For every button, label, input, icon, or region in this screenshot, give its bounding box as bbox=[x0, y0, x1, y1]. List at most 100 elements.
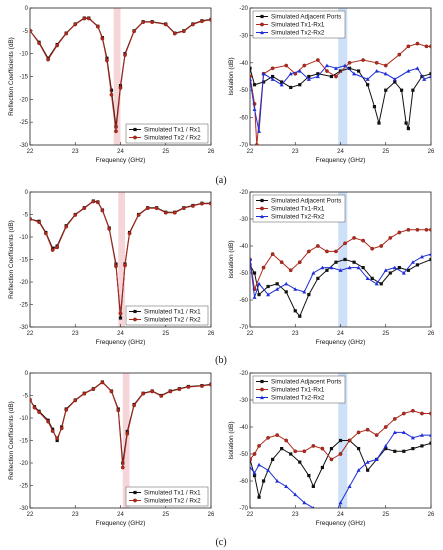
data-point bbox=[55, 43, 60, 48]
data-point bbox=[275, 433, 279, 437]
data-point bbox=[82, 391, 87, 396]
data-point bbox=[320, 265, 325, 270]
data-point bbox=[404, 121, 408, 125]
highlight-band bbox=[338, 8, 348, 145]
legend-marker bbox=[260, 379, 264, 384]
data-point bbox=[406, 126, 410, 131]
series-line bbox=[30, 381, 211, 468]
data-point bbox=[209, 18, 211, 22]
x-tick-label: 26 bbox=[208, 512, 215, 518]
data-point bbox=[365, 276, 370, 280]
data-point bbox=[50, 248, 55, 252]
data-point bbox=[316, 58, 320, 62]
legend-marker bbox=[133, 135, 137, 140]
data-point bbox=[415, 41, 420, 46]
data-point bbox=[429, 44, 431, 49]
data-point bbox=[150, 389, 155, 394]
data-point bbox=[200, 384, 204, 388]
data-point bbox=[114, 264, 118, 269]
data-point bbox=[329, 265, 334, 270]
data-point bbox=[289, 85, 293, 90]
y-tick-label: -70 bbox=[239, 143, 248, 149]
y-tick-label: -30 bbox=[19, 143, 28, 149]
data-point bbox=[186, 385, 191, 389]
y-tick-label: -30 bbox=[19, 325, 28, 331]
data-point bbox=[250, 66, 252, 70]
data-point bbox=[383, 443, 388, 448]
data-point bbox=[37, 410, 41, 414]
data-point bbox=[55, 245, 60, 250]
x-tick-label: 26 bbox=[428, 331, 435, 337]
data-point bbox=[406, 227, 411, 232]
data-point bbox=[365, 460, 370, 464]
data-point bbox=[370, 246, 375, 251]
series-1 bbox=[250, 408, 431, 462]
y-tick-label: -40 bbox=[239, 425, 248, 431]
data-point bbox=[270, 66, 275, 71]
y-tick-label: -5 bbox=[23, 213, 29, 219]
data-point bbox=[288, 268, 293, 273]
data-point bbox=[91, 199, 96, 204]
y-tick-label: -10 bbox=[19, 235, 28, 241]
data-point bbox=[118, 311, 123, 316]
legend-marker bbox=[260, 198, 264, 203]
data-point bbox=[401, 430, 406, 434]
y-tick-label: -15 bbox=[19, 439, 28, 445]
series-1 bbox=[30, 16, 211, 134]
y-axis-label: Isolation (dB) bbox=[228, 57, 235, 95]
legend-box bbox=[252, 10, 346, 39]
y-tick-label: -20 bbox=[19, 97, 28, 103]
data-point bbox=[50, 429, 55, 433]
data-point bbox=[392, 265, 397, 270]
legend-marker bbox=[260, 206, 264, 211]
series-line bbox=[250, 410, 431, 461]
data-point bbox=[132, 403, 136, 408]
data-point bbox=[298, 83, 302, 87]
data-point bbox=[320, 465, 324, 470]
y-tick-label: -25 bbox=[19, 120, 28, 126]
data-point bbox=[118, 316, 123, 320]
legend-entry: Simulated Tx2-Rx2 bbox=[271, 30, 325, 37]
data-point bbox=[329, 457, 334, 462]
data-point bbox=[172, 210, 177, 215]
x-tick-label: 25 bbox=[162, 149, 169, 155]
y-tick-label: 0 bbox=[25, 6, 29, 12]
y-tick-label: -20 bbox=[239, 371, 248, 377]
x-tick-label: 26 bbox=[208, 331, 215, 337]
data-point bbox=[120, 465, 125, 470]
y-tick-label: -20 bbox=[19, 280, 28, 286]
data-point bbox=[338, 438, 343, 443]
y-tick-label: -50 bbox=[239, 88, 248, 94]
series-1 bbox=[30, 199, 211, 316]
legend-marker bbox=[260, 22, 264, 27]
data-point bbox=[82, 206, 87, 211]
x-tick-label: 25 bbox=[382, 512, 389, 518]
data-point bbox=[107, 227, 112, 231]
data-point bbox=[325, 249, 329, 254]
series-0 bbox=[250, 438, 431, 499]
data-point bbox=[64, 408, 69, 412]
legend-marker bbox=[133, 309, 137, 314]
data-point bbox=[109, 88, 114, 92]
data-point bbox=[266, 468, 271, 472]
x-tick-label: 22 bbox=[27, 149, 34, 155]
data-point bbox=[125, 431, 130, 436]
data-point bbox=[372, 105, 377, 109]
data-point bbox=[293, 449, 298, 454]
data-point bbox=[399, 88, 404, 92]
data-point bbox=[366, 83, 370, 87]
data-point bbox=[397, 52, 402, 57]
legend-entry: Simulated Adjacent Ports bbox=[271, 198, 341, 205]
data-point bbox=[136, 213, 141, 217]
x-tick-label: 26 bbox=[428, 512, 435, 518]
data-point bbox=[356, 265, 361, 270]
data-point bbox=[257, 129, 262, 133]
x-tick-label: 25 bbox=[162, 331, 169, 337]
legend-entry: Simulated Tx1-Rx1 bbox=[271, 206, 325, 213]
data-point bbox=[280, 447, 284, 451]
data-point bbox=[374, 433, 379, 437]
data-point bbox=[352, 260, 356, 264]
x-tick-label: 22 bbox=[27, 512, 34, 518]
data-point bbox=[46, 419, 50, 424]
